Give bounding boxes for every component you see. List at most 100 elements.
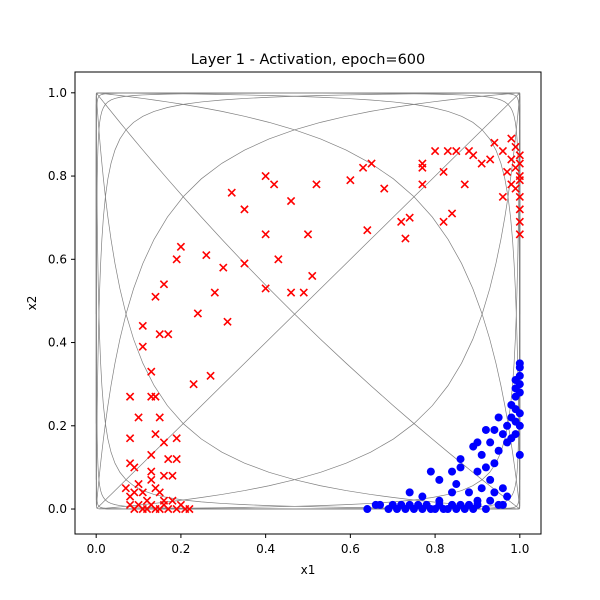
marker-stroke bbox=[274, 255, 283, 264]
blue-dot-marker bbox=[473, 467, 482, 476]
blue-dot-marker bbox=[511, 392, 520, 401]
marker-stroke bbox=[469, 151, 478, 160]
marker-stroke bbox=[172, 255, 181, 264]
blue-dot-marker bbox=[456, 455, 465, 464]
red-x-marker bbox=[498, 146, 508, 156]
red-x-marker bbox=[477, 159, 486, 168]
marker-stroke bbox=[147, 500, 156, 510]
red-x-marker bbox=[439, 167, 448, 177]
blue-dot-marker bbox=[448, 467, 457, 476]
red-x-marker bbox=[358, 163, 368, 172]
marker-stroke bbox=[261, 284, 270, 293]
red-x-marker bbox=[172, 255, 181, 264]
red-x-marker bbox=[172, 454, 181, 464]
marker-stroke bbox=[155, 488, 164, 497]
marker-stroke bbox=[240, 205, 249, 214]
blue-dot-marker bbox=[490, 425, 499, 434]
red-x-marker bbox=[261, 171, 270, 181]
red-x-marker bbox=[227, 188, 236, 197]
red-x-marker bbox=[138, 342, 147, 351]
red-x-marker bbox=[159, 471, 169, 480]
marker-stroke bbox=[439, 167, 448, 177]
marker-stroke bbox=[464, 146, 474, 156]
red-x-marker bbox=[443, 146, 452, 156]
marker-stroke bbox=[134, 479, 143, 489]
blue-dot-marker bbox=[469, 442, 478, 451]
red-x-marker bbox=[498, 192, 508, 202]
data-points bbox=[121, 134, 524, 514]
marker-stroke bbox=[485, 155, 495, 164]
red-x-marker bbox=[147, 450, 156, 460]
marker-stroke bbox=[227, 188, 236, 197]
red-x-marker bbox=[155, 488, 164, 497]
chart-title: Layer 1 - Activation, epoch=600 bbox=[191, 52, 426, 68]
marker-stroke bbox=[159, 500, 169, 510]
marker-stroke bbox=[308, 271, 317, 281]
marker-stroke bbox=[164, 454, 173, 464]
red-x-marker bbox=[155, 330, 164, 339]
blue-dot-marker bbox=[498, 500, 507, 509]
blue-dot-marker bbox=[448, 488, 457, 497]
red-x-marker bbox=[303, 230, 313, 239]
red-x-marker bbox=[269, 180, 279, 189]
marker-stroke bbox=[502, 167, 512, 177]
marker-stroke bbox=[430, 146, 440, 156]
marker-stroke bbox=[159, 438, 169, 447]
red-x-marker bbox=[418, 180, 427, 189]
blue-dot-marker bbox=[481, 425, 490, 434]
blue-dot-marker bbox=[498, 430, 507, 439]
blue-dot-marker bbox=[363, 505, 372, 514]
red-x-marker bbox=[515, 159, 524, 168]
red-x-marker bbox=[430, 146, 440, 156]
red-x-marker bbox=[507, 155, 516, 164]
marker-stroke bbox=[168, 496, 177, 505]
red-x-marker bbox=[189, 379, 198, 389]
red-x-marker bbox=[261, 284, 270, 293]
red-x-marker bbox=[134, 479, 143, 489]
marker-stroke bbox=[142, 496, 152, 505]
marker-stroke bbox=[380, 184, 389, 193]
red-x-marker bbox=[308, 271, 317, 281]
red-x-marker bbox=[219, 263, 228, 272]
blue-dot-marker bbox=[481, 505, 490, 514]
red-x-marker bbox=[452, 146, 461, 156]
marker-stroke bbox=[134, 413, 143, 422]
blue-dot-marker bbox=[503, 492, 512, 501]
marker-stroke bbox=[490, 138, 499, 147]
red-x-marker bbox=[515, 217, 524, 227]
marker-stroke bbox=[418, 180, 427, 189]
red-x-marker bbox=[206, 371, 215, 381]
marker-stroke bbox=[155, 330, 164, 339]
y-tick-label: 0.6 bbox=[48, 252, 67, 266]
marker-stroke bbox=[168, 471, 177, 480]
red-x-marker bbox=[240, 259, 249, 268]
red-x-marker bbox=[151, 392, 160, 401]
red-x-marker bbox=[511, 142, 520, 152]
red-x-marker bbox=[346, 176, 355, 185]
red-x-marker bbox=[439, 217, 448, 227]
marker-stroke bbox=[172, 454, 181, 464]
red-x-marker bbox=[151, 429, 160, 439]
y-tick-label: 0.2 bbox=[48, 419, 67, 433]
marker-stroke bbox=[138, 321, 147, 331]
red-x-marker bbox=[469, 151, 478, 160]
blue-dot-marker bbox=[464, 488, 473, 497]
marker-stroke bbox=[151, 392, 160, 401]
blue-dot-marker bbox=[494, 446, 503, 455]
red-x-marker bbox=[125, 434, 135, 443]
marker-stroke bbox=[507, 180, 516, 189]
marker-stroke bbox=[511, 184, 520, 193]
marker-stroke bbox=[134, 500, 143, 510]
red-x-marker bbox=[286, 196, 296, 206]
marker-stroke bbox=[511, 142, 520, 152]
marker-stroke bbox=[397, 217, 406, 227]
x-tick-label: 0.0 bbox=[87, 542, 106, 556]
marker-stroke bbox=[125, 392, 135, 401]
x-tick-label: 0.4 bbox=[256, 542, 275, 556]
marker-stroke bbox=[515, 151, 524, 160]
marker-stroke bbox=[223, 317, 232, 326]
marker-stroke bbox=[240, 259, 249, 268]
red-x-marker bbox=[185, 504, 194, 514]
